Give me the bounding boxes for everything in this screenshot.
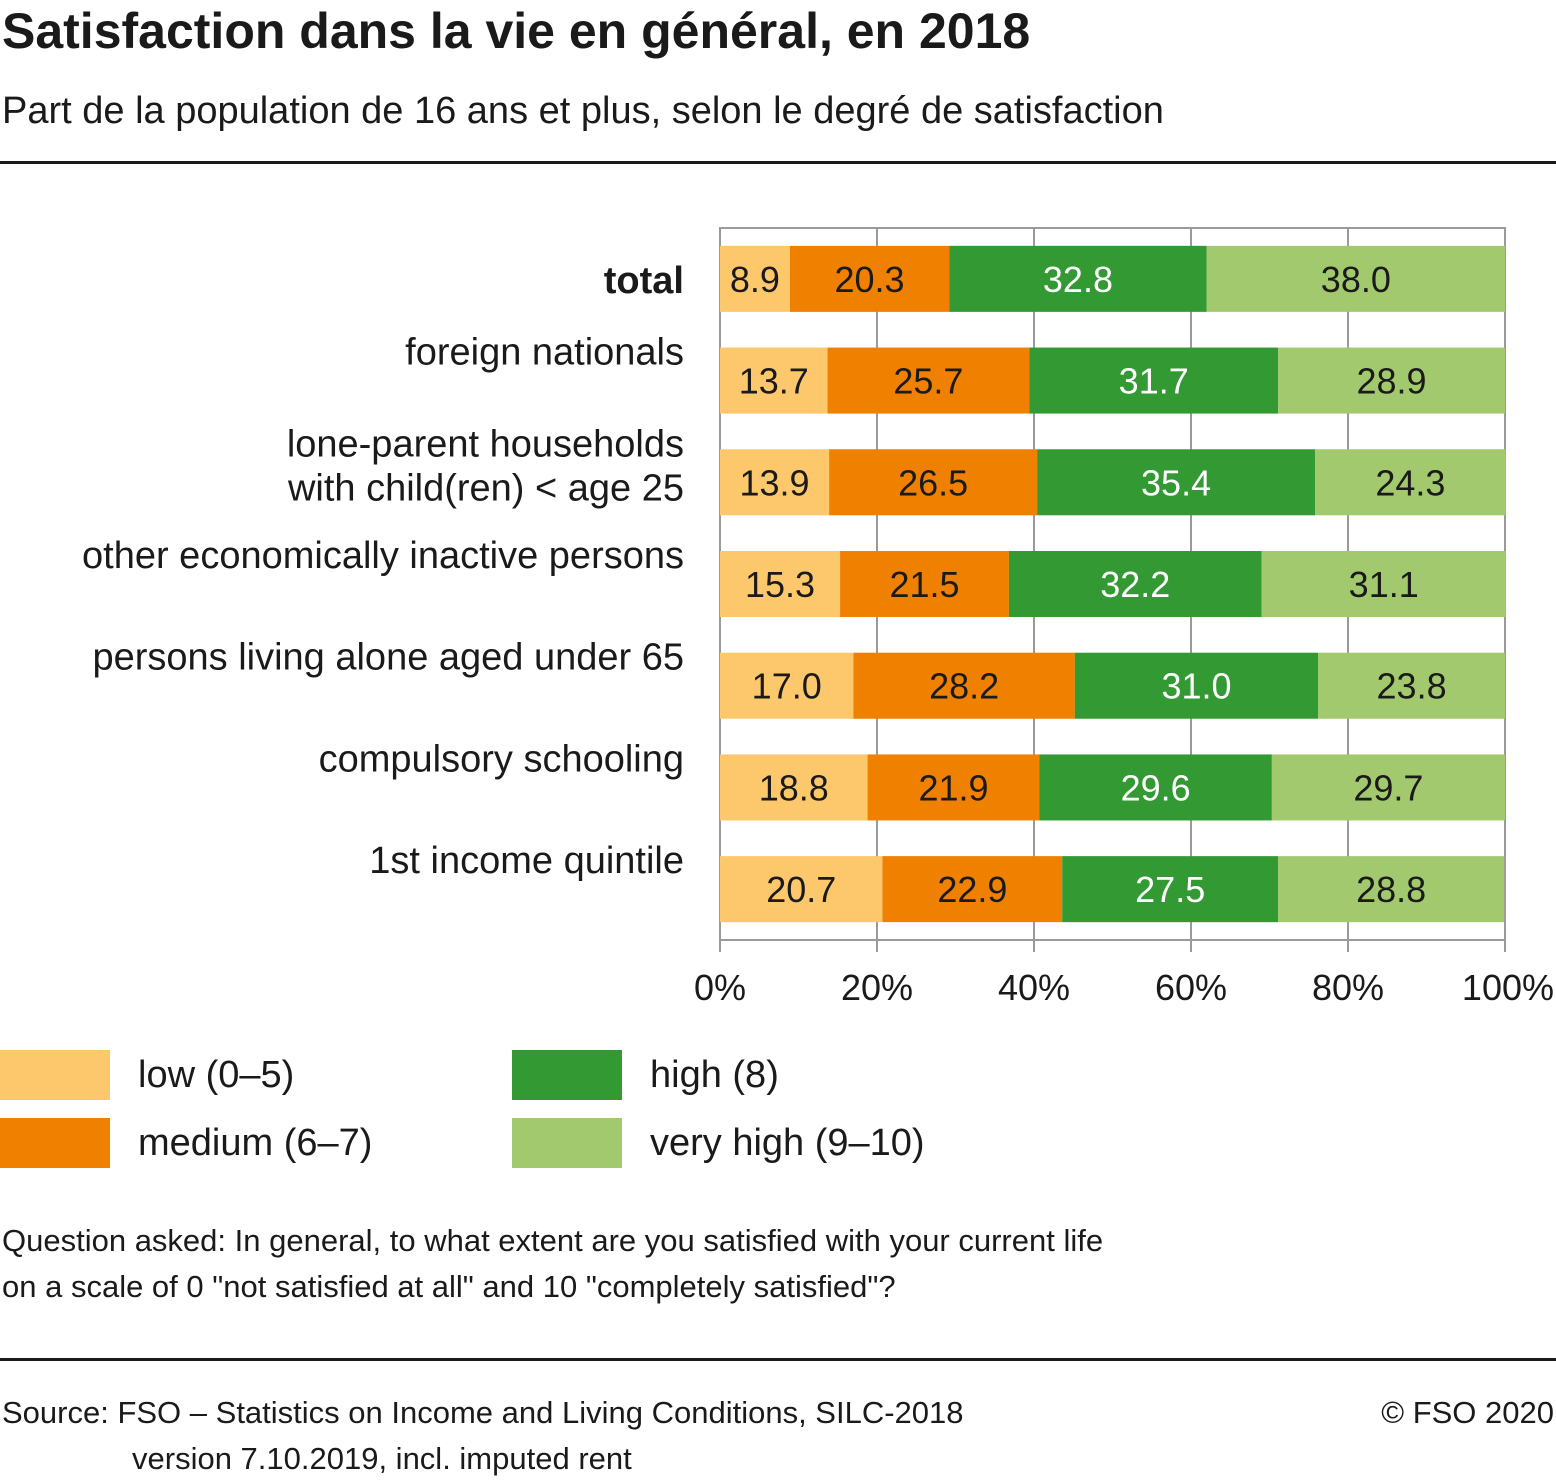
data-label: 15.3	[745, 564, 815, 605]
top-divider	[0, 161, 1556, 164]
question-note-line-1: Question asked: In general, to what exte…	[2, 1223, 1104, 1258]
copyright: © FSO 2020	[1381, 1395, 1554, 1430]
category-label: 1st income quintile	[369, 840, 684, 882]
chart-subtitle: Part de la population de 16 ans et plus,…	[2, 90, 1164, 132]
x-tick-label: 100%	[1462, 967, 1554, 1008]
data-label: 21.5	[889, 564, 959, 605]
category-label: lone-parent households	[287, 423, 684, 465]
category-label: with child(ren) < age 25	[287, 467, 684, 509]
bar-low	[720, 856, 883, 923]
bar-medium	[840, 551, 1009, 617]
data-label: 38.0	[1321, 259, 1391, 300]
data-label: 28.8	[1356, 869, 1426, 910]
bar-high	[1074, 652, 1319, 719]
bar-very-high	[1271, 754, 1505, 821]
bar-medium	[882, 856, 1063, 923]
data-label: 22.9	[937, 869, 1007, 910]
category-label: compulsory schooling	[319, 738, 684, 780]
bar-high	[1029, 347, 1279, 414]
bar-very-high	[1318, 652, 1505, 719]
data-label: 28.9	[1357, 361, 1427, 402]
question-note-line-2: on a scale of 0 "not satisfied at all" a…	[2, 1269, 896, 1304]
data-label: 20.3	[835, 259, 905, 300]
data-label: 25.7	[893, 361, 963, 402]
bar-high	[1062, 856, 1279, 923]
data-label: 31.1	[1349, 564, 1419, 605]
legend-swatch-high	[512, 1050, 622, 1100]
x-tick-label: 40%	[998, 967, 1070, 1008]
bottom-divider	[0, 1358, 1556, 1361]
data-label: 32.2	[1100, 564, 1170, 605]
bar-very-high	[1315, 449, 1506, 516]
category-label: other economically inactive persons	[82, 535, 684, 577]
category-label: total	[604, 260, 684, 302]
stacked-bar-chart: 8.9 20.3 32.8 38.0 total 13.7 25.7 31.7 28.9 fore…	[82, 227, 1554, 1008]
legend-label-low: low (0–5)	[138, 1053, 295, 1096]
bar-high	[1037, 449, 1316, 516]
data-label: 31.0	[1161, 666, 1231, 707]
x-tick-label: 60%	[1155, 967, 1227, 1008]
data-label: 29.6	[1121, 767, 1191, 808]
legend-item-low: low (0–5)	[0, 1050, 294, 1100]
bar-very-high	[1278, 347, 1505, 414]
data-label: 18.8	[759, 767, 829, 808]
legend-label-very-high: very high (9–10)	[650, 1121, 925, 1164]
data-label: 26.5	[898, 462, 968, 503]
source-note: Source: FSO – Statistics on Income and L…	[2, 1390, 964, 1482]
source-line-1: Source: FSO – Statistics on Income and L…	[2, 1395, 964, 1430]
data-label: 23.8	[1377, 666, 1447, 707]
legend-item-medium: medium (6–7)	[0, 1118, 372, 1168]
bar-medium	[853, 652, 1075, 719]
category-label: foreign nationals	[405, 332, 684, 374]
bar-low	[720, 245, 790, 312]
data-label: 27.5	[1135, 869, 1205, 910]
legend-swatch-medium	[0, 1118, 110, 1168]
bar-low	[720, 652, 854, 719]
legend-label-medium: medium (6–7)	[138, 1121, 373, 1164]
data-label: 8.9	[730, 259, 780, 300]
x-tick-label: 20%	[841, 967, 913, 1008]
x-tick-label: 0%	[694, 967, 746, 1008]
data-label: 35.4	[1141, 462, 1211, 503]
data-label: 20.7	[766, 869, 836, 910]
bar-medium	[829, 449, 1038, 516]
legend-swatch-very-high	[512, 1118, 622, 1168]
legend-swatch-low	[0, 1050, 110, 1100]
data-label: 13.7	[739, 361, 809, 402]
data-label: 29.7	[1353, 767, 1423, 808]
chart-title: Satisfaction dans la vie en général, en …	[2, 3, 1031, 59]
source-line-2: version 7.10.2019, incl. imputed rent	[132, 1441, 632, 1476]
bar-medium	[867, 754, 1040, 821]
question-note: Question asked: In general, to what exte…	[2, 1218, 1103, 1310]
data-label: 28.2	[929, 666, 999, 707]
bar-very-high	[1278, 856, 1505, 923]
legend-item-high: high (8)	[512, 1050, 779, 1100]
bar-high	[949, 245, 1207, 312]
bar-low	[720, 551, 841, 617]
data-label: 32.8	[1043, 259, 1113, 300]
bar-medium	[789, 245, 950, 312]
data-label: 21.9	[918, 767, 988, 808]
bar-medium	[827, 347, 1030, 414]
bar-low	[720, 347, 828, 414]
legend-label-high: high (8)	[650, 1053, 779, 1096]
category-label: persons living alone aged under 65	[92, 637, 684, 679]
bar-high	[1039, 754, 1272, 821]
data-label: 31.7	[1119, 361, 1189, 402]
bar-low	[720, 754, 868, 821]
data-label: 13.9	[740, 462, 810, 503]
bar-high	[1008, 551, 1262, 617]
data-label: 17.0	[752, 666, 822, 707]
x-tick-label: 80%	[1312, 967, 1384, 1008]
bar-very-high	[1261, 551, 1506, 617]
data-label: 24.3	[1375, 462, 1445, 503]
bar-very-high	[1206, 245, 1505, 312]
legend-item-very-high: very high (9–10)	[512, 1118, 925, 1168]
bar-low	[720, 449, 830, 516]
